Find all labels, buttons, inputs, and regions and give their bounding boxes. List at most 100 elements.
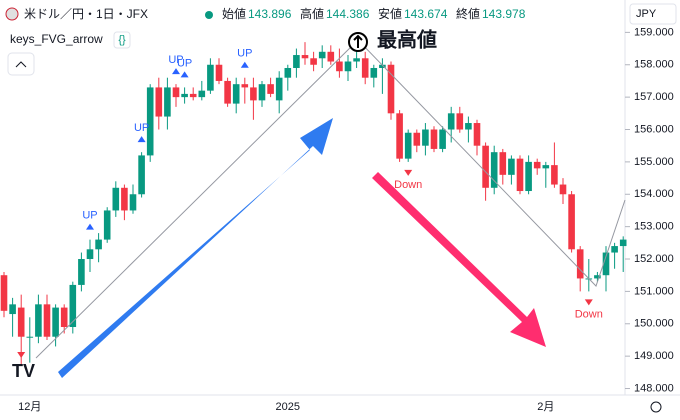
candle-body — [559, 184, 567, 195]
candle-body — [112, 187, 120, 211]
up-arrow — [180, 71, 189, 78]
down-label: Down — [575, 308, 603, 320]
candle-body — [155, 87, 163, 117]
candle-body — [336, 61, 343, 72]
candle-body — [439, 129, 446, 149]
ohlc-value: 144.386 — [326, 7, 370, 21]
candle-body — [164, 87, 171, 117]
candle-body — [447, 113, 455, 130]
candle-body — [594, 275, 601, 279]
ohlc-label: 高値 — [300, 6, 324, 21]
candle-body — [146, 87, 154, 156]
candle-body — [293, 55, 300, 68]
candle-body — [43, 304, 51, 337]
candle-body — [516, 158, 524, 192]
candle-body — [551, 165, 558, 185]
y-tick-label: 157.000 — [634, 91, 674, 103]
candle-body — [224, 80, 231, 104]
candle-body — [499, 152, 507, 175]
candle-body — [189, 93, 197, 98]
candle-body — [26, 336, 34, 338]
candle-body — [103, 210, 111, 240]
y-tick-label: 153.000 — [634, 221, 674, 233]
indicator-code-button[interactable] — [113, 31, 131, 49]
up-arrow — [137, 136, 146, 143]
peak-marker-arrow — [353, 34, 363, 48]
ohlc-label: 始値 — [222, 6, 246, 21]
candle-body — [482, 145, 489, 188]
candle-body — [301, 55, 309, 59]
plot — [0, 42, 627, 366]
y-tick-label: 152.000 — [634, 253, 674, 265]
y-tick-label: 154.000 — [634, 188, 674, 200]
pink-arrow — [372, 172, 546, 347]
candle-body — [396, 113, 403, 159]
candle-body — [430, 129, 438, 149]
candle-body — [52, 307, 59, 337]
settings-button[interactable] — [650, 401, 662, 413]
up-label: UP — [134, 122, 149, 134]
candle-body — [215, 64, 223, 81]
y-tick-label: 158.000 — [634, 59, 674, 71]
down-arrow — [404, 169, 413, 176]
up-arrow — [240, 61, 249, 68]
candle-body — [344, 61, 352, 72]
y-tick-label: 148.000 — [634, 382, 674, 394]
candle-body — [232, 84, 240, 104]
symbol-title[interactable]: 米ドル／円・1日・JFX — [24, 7, 148, 21]
zigzag-line — [35, 39, 626, 359]
highlight-label: 最高値 — [377, 27, 437, 51]
down-arrow — [584, 299, 593, 306]
indicator-name[interactable]: keys_FVG_arrow — [10, 32, 103, 46]
candle-body — [327, 51, 335, 62]
y-tick-label: 150.000 — [634, 318, 674, 330]
candle-body — [508, 158, 515, 175]
candle-body — [413, 132, 421, 146]
candle-body — [275, 77, 283, 101]
ohlc-header: 始値 143.896 高値 144.386 安値 143.674 終値 143.978 — [222, 6, 526, 21]
candle-body — [86, 249, 94, 260]
candle-body — [181, 93, 188, 98]
candle-body — [602, 252, 610, 276]
y-tick-label: 159.000 — [634, 26, 674, 38]
tv-logo: TV — [12, 361, 35, 381]
y-tick-label: 149.000 — [634, 350, 674, 362]
candle-body — [619, 239, 627, 247]
up-arrow — [86, 223, 94, 230]
symbol-icon — [5, 7, 19, 21]
currency-button[interactable] — [629, 3, 677, 25]
y-tick-label: 151.000 — [634, 285, 674, 297]
candle-body — [490, 152, 498, 188]
candle-body — [241, 84, 249, 88]
candle-body — [250, 87, 257, 101]
candle-body — [9, 304, 16, 315]
candle-body — [456, 113, 464, 130]
candle-body — [379, 64, 386, 68]
down-label: Down — [394, 179, 422, 191]
candle-body — [568, 194, 575, 250]
candle-body — [198, 90, 206, 98]
collapse-button[interactable] — [7, 52, 35, 76]
candle-body — [60, 307, 68, 328]
down-arrow — [17, 352, 26, 358]
candle-body — [78, 259, 85, 285]
candle-body — [404, 132, 412, 159]
up-label: UP — [168, 54, 183, 66]
candle-body — [525, 161, 532, 192]
candle-body — [473, 123, 481, 146]
ohlc-value: 143.674 — [404, 7, 448, 21]
y-tick-label: 156.000 — [634, 123, 674, 135]
candle-body — [35, 304, 42, 337]
candle-body — [611, 246, 618, 253]
candle-body — [284, 67, 292, 78]
candle-body — [0, 275, 8, 311]
candle-body — [129, 194, 137, 211]
market-status — [205, 11, 213, 19]
ohlc-value: 143.896 — [248, 7, 292, 21]
up-label: UP — [82, 209, 97, 221]
candle-body — [69, 284, 77, 328]
up-label: UP — [177, 57, 192, 69]
indicator-code-icon: {} — [118, 34, 126, 46]
candle-body — [310, 58, 317, 65]
